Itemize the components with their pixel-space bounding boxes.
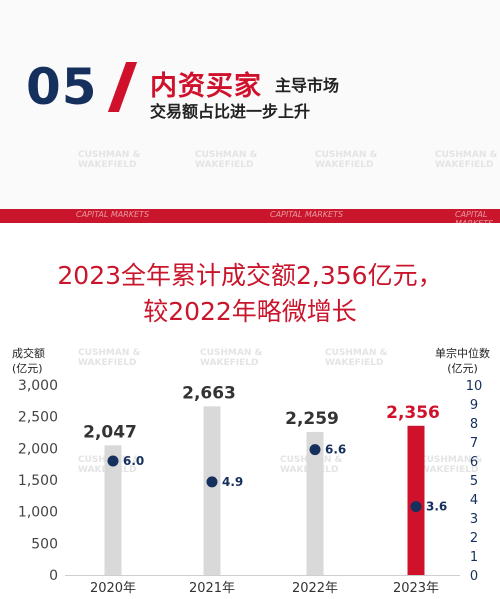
median-value-label: 3.6: [426, 500, 447, 514]
x-tick-label: 2021年: [189, 581, 235, 596]
y2-tick-label: 4: [470, 493, 478, 508]
y2-tick-label: 6: [470, 455, 478, 470]
y2-tick-label: 5: [470, 474, 478, 489]
ribbon-label: CAPITAL MARKETS: [270, 210, 344, 219]
watermark: CUSHMAN &WAKEFIELD: [315, 150, 378, 170]
y2-tick-label: 7: [470, 436, 478, 451]
left-axis-title: 成交额 (亿元): [12, 347, 45, 375]
median-dot: [309, 444, 321, 456]
section-subtitle: 交易额占比进一步上升: [150, 102, 311, 121]
x-tick-label: 2020年: [90, 581, 136, 596]
right-axis-title: 单宗中位数 (亿元): [435, 347, 490, 375]
y2-tick-label: 8: [470, 417, 478, 432]
y2-tick-label: 2: [470, 531, 478, 546]
watermark: CUSHMAN &WAKEFIELD: [325, 348, 388, 368]
bar-value-label: 2,663: [182, 383, 236, 403]
median-value-label: 4.9: [222, 475, 243, 489]
section-number: 05: [26, 58, 98, 116]
y-tick-label: 1,500: [18, 473, 58, 489]
watermark: CUSHMAN &WAKEFIELD: [78, 348, 141, 368]
bar: [306, 431, 324, 575]
bar-value-label: 2,356: [386, 403, 440, 423]
median-dot: [410, 501, 422, 513]
x-tick-label: 2022年: [292, 581, 338, 596]
section-title-tail: 主导市场: [275, 76, 340, 95]
bar-value-label: 2,047: [83, 422, 137, 442]
y2-tick-label: 10: [466, 379, 483, 394]
x-tick-label: 2023年: [393, 581, 439, 596]
y-tick-label: 0: [49, 568, 58, 584]
y-tick-label: 2,500: [18, 410, 58, 426]
watermark: CUSHMAN &WAKEFIELD: [78, 150, 141, 170]
median-value-label: 6.0: [123, 454, 144, 468]
y2-tick-label: 1: [470, 550, 478, 565]
watermark: CUSHMAN &WAKEFIELD: [195, 150, 258, 170]
median-value-label: 6.6: [325, 443, 346, 457]
bar: [104, 445, 122, 575]
section-title-red: 内资买家: [150, 71, 262, 102]
bar-value-label: 2,259: [285, 409, 339, 429]
watermark: CUSHMAN &WAKEFIELD: [420, 455, 483, 475]
y2-tick-label: 3: [470, 512, 478, 527]
median-dot: [206, 476, 218, 488]
y-tick-label: 2,000: [18, 441, 58, 457]
bar: [407, 425, 425, 575]
y-tick-label: 3,000: [18, 378, 58, 394]
ribbon-label: CAPITAL MARKETS: [76, 210, 150, 219]
watermark: CUSHMAN &WAKEFIELD: [200, 348, 263, 368]
y-tick-label: 500: [31, 536, 58, 552]
headline-line-1: 2023全年累计成交额2,356亿元，: [57, 261, 443, 290]
y2-tick-label: 9: [470, 398, 478, 413]
watermark: CUSHMAN &WAKEFIELD: [435, 150, 498, 170]
y2-tick-label: 0: [470, 569, 478, 584]
y-tick-label: 1,000: [18, 505, 58, 521]
headline-line-2: 较2022年略微增长: [143, 297, 357, 326]
bar: [203, 406, 221, 575]
median-dot: [107, 455, 119, 467]
header-banner: 05 内资买家 主导市场 交易额占比进一步上升: [0, 0, 500, 210]
